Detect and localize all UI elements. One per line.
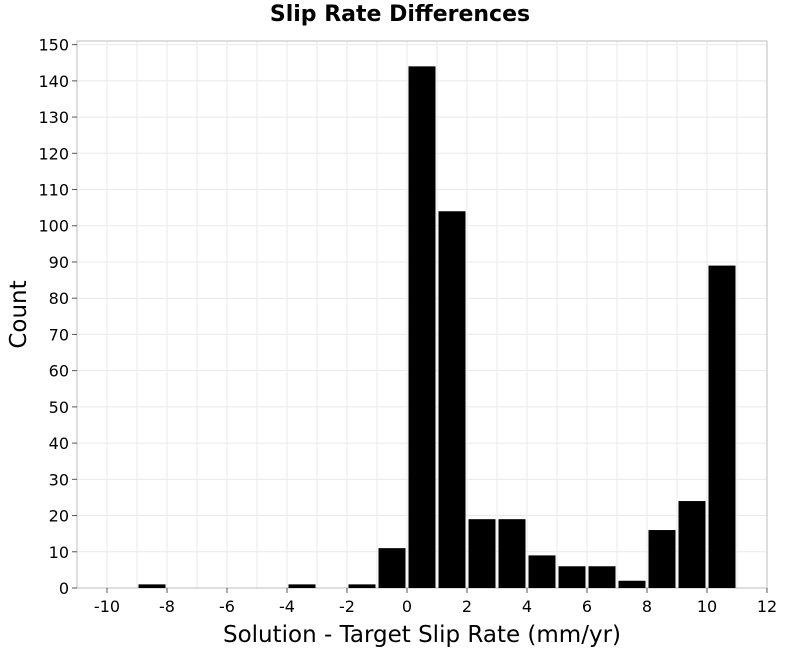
y-tick-label: 150 — [38, 36, 69, 55]
chart-title: Slip Rate Differences — [269, 2, 531, 27]
x-tick-label: 6 — [582, 597, 592, 616]
y-tick-label: 80 — [49, 289, 69, 308]
histogram-bar — [408, 66, 436, 589]
y-tick-label: 70 — [49, 325, 69, 344]
y-tick-label: 0 — [59, 579, 69, 598]
histogram-bar — [378, 548, 406, 588]
x-tick-label: 10 — [697, 597, 717, 616]
x-tick-label: 12 — [757, 597, 777, 616]
histogram-bar — [648, 530, 676, 588]
histogram-bar — [558, 566, 586, 588]
histogram-bar — [438, 211, 466, 588]
y-tick-label: 110 — [38, 181, 69, 200]
y-tick-label: 20 — [49, 507, 69, 526]
histogram-bar — [288, 584, 316, 588]
x-axis-title: Solution - Target Slip Rate (mm/yr) — [223, 622, 621, 648]
x-tick-label: 8 — [642, 597, 652, 616]
histogram-bar — [138, 584, 166, 588]
y-tick-label: 140 — [38, 72, 69, 91]
y-tick-label: 130 — [38, 108, 69, 127]
x-tick-label: -6 — [219, 597, 235, 616]
histogram-bar — [678, 501, 706, 588]
y-tick-label: 90 — [49, 253, 69, 272]
x-tick-label: 2 — [462, 597, 472, 616]
y-tick-label: 40 — [49, 434, 69, 453]
histogram-bar — [348, 584, 376, 588]
y-tick-label: 30 — [49, 470, 69, 489]
x-tick-label: 4 — [522, 597, 532, 616]
x-tick-label: -10 — [94, 597, 120, 616]
y-tick-label: 60 — [49, 362, 69, 381]
grid-lines — [76, 41, 768, 589]
y-tick-label: 50 — [49, 398, 69, 417]
histogram-bar — [708, 265, 736, 588]
y-tick-label: 120 — [38, 144, 69, 163]
histogram-bar — [468, 519, 496, 588]
x-tick-label: -4 — [279, 597, 295, 616]
x-tick-label: -2 — [339, 597, 355, 616]
histogram-bar — [528, 555, 556, 588]
histogram-bar — [498, 519, 526, 588]
axis-ticks: -10 -8 -6 -4 -2 0 2 4 6 8 10 1201020304050607080901… — [38, 36, 777, 616]
bars — [138, 66, 736, 589]
y-tick-label: 100 — [38, 217, 69, 236]
histogram-bar — [588, 566, 616, 588]
x-tick-label: 0 — [402, 597, 412, 616]
histogram-bar — [618, 580, 646, 588]
y-axis-title: Count — [6, 280, 32, 348]
y-tick-label: 10 — [49, 543, 69, 562]
x-tick-label: -8 — [159, 597, 175, 616]
